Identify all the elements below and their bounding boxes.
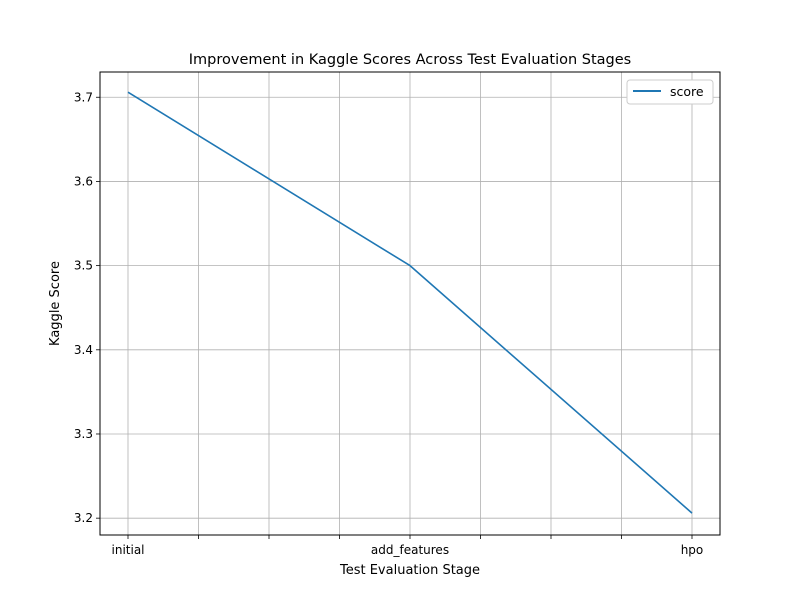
y-tick-label: 3.5 <box>74 259 93 273</box>
series-layer <box>127 91 693 514</box>
x-tick-label: initial <box>112 543 145 557</box>
legend-box <box>626 79 714 105</box>
y-tick-label: 3.3 <box>74 427 93 441</box>
y-tick-label: 3.2 <box>74 511 93 525</box>
grid-lines <box>100 72 720 535</box>
x-axis-label: Test Evaluation Stage <box>339 563 480 578</box>
legend: score <box>626 79 714 105</box>
y-tick-label: 3.6 <box>74 174 93 188</box>
x-tick-label: hpo <box>681 543 704 557</box>
legend-label-score: score <box>670 84 704 99</box>
y-tick-label: 3.4 <box>74 343 93 357</box>
chart-title: Improvement in Kaggle Scores Across Test… <box>189 52 631 68</box>
axis-ticks: initial add_features hpo 3.2 3.3 3.4 3.5 3.6 3.7 <box>74 90 703 557</box>
y-tick-label: 3.7 <box>74 90 93 104</box>
x-tick-label: add_features <box>371 543 449 557</box>
y-axis-label: Kaggle Score <box>48 261 63 346</box>
